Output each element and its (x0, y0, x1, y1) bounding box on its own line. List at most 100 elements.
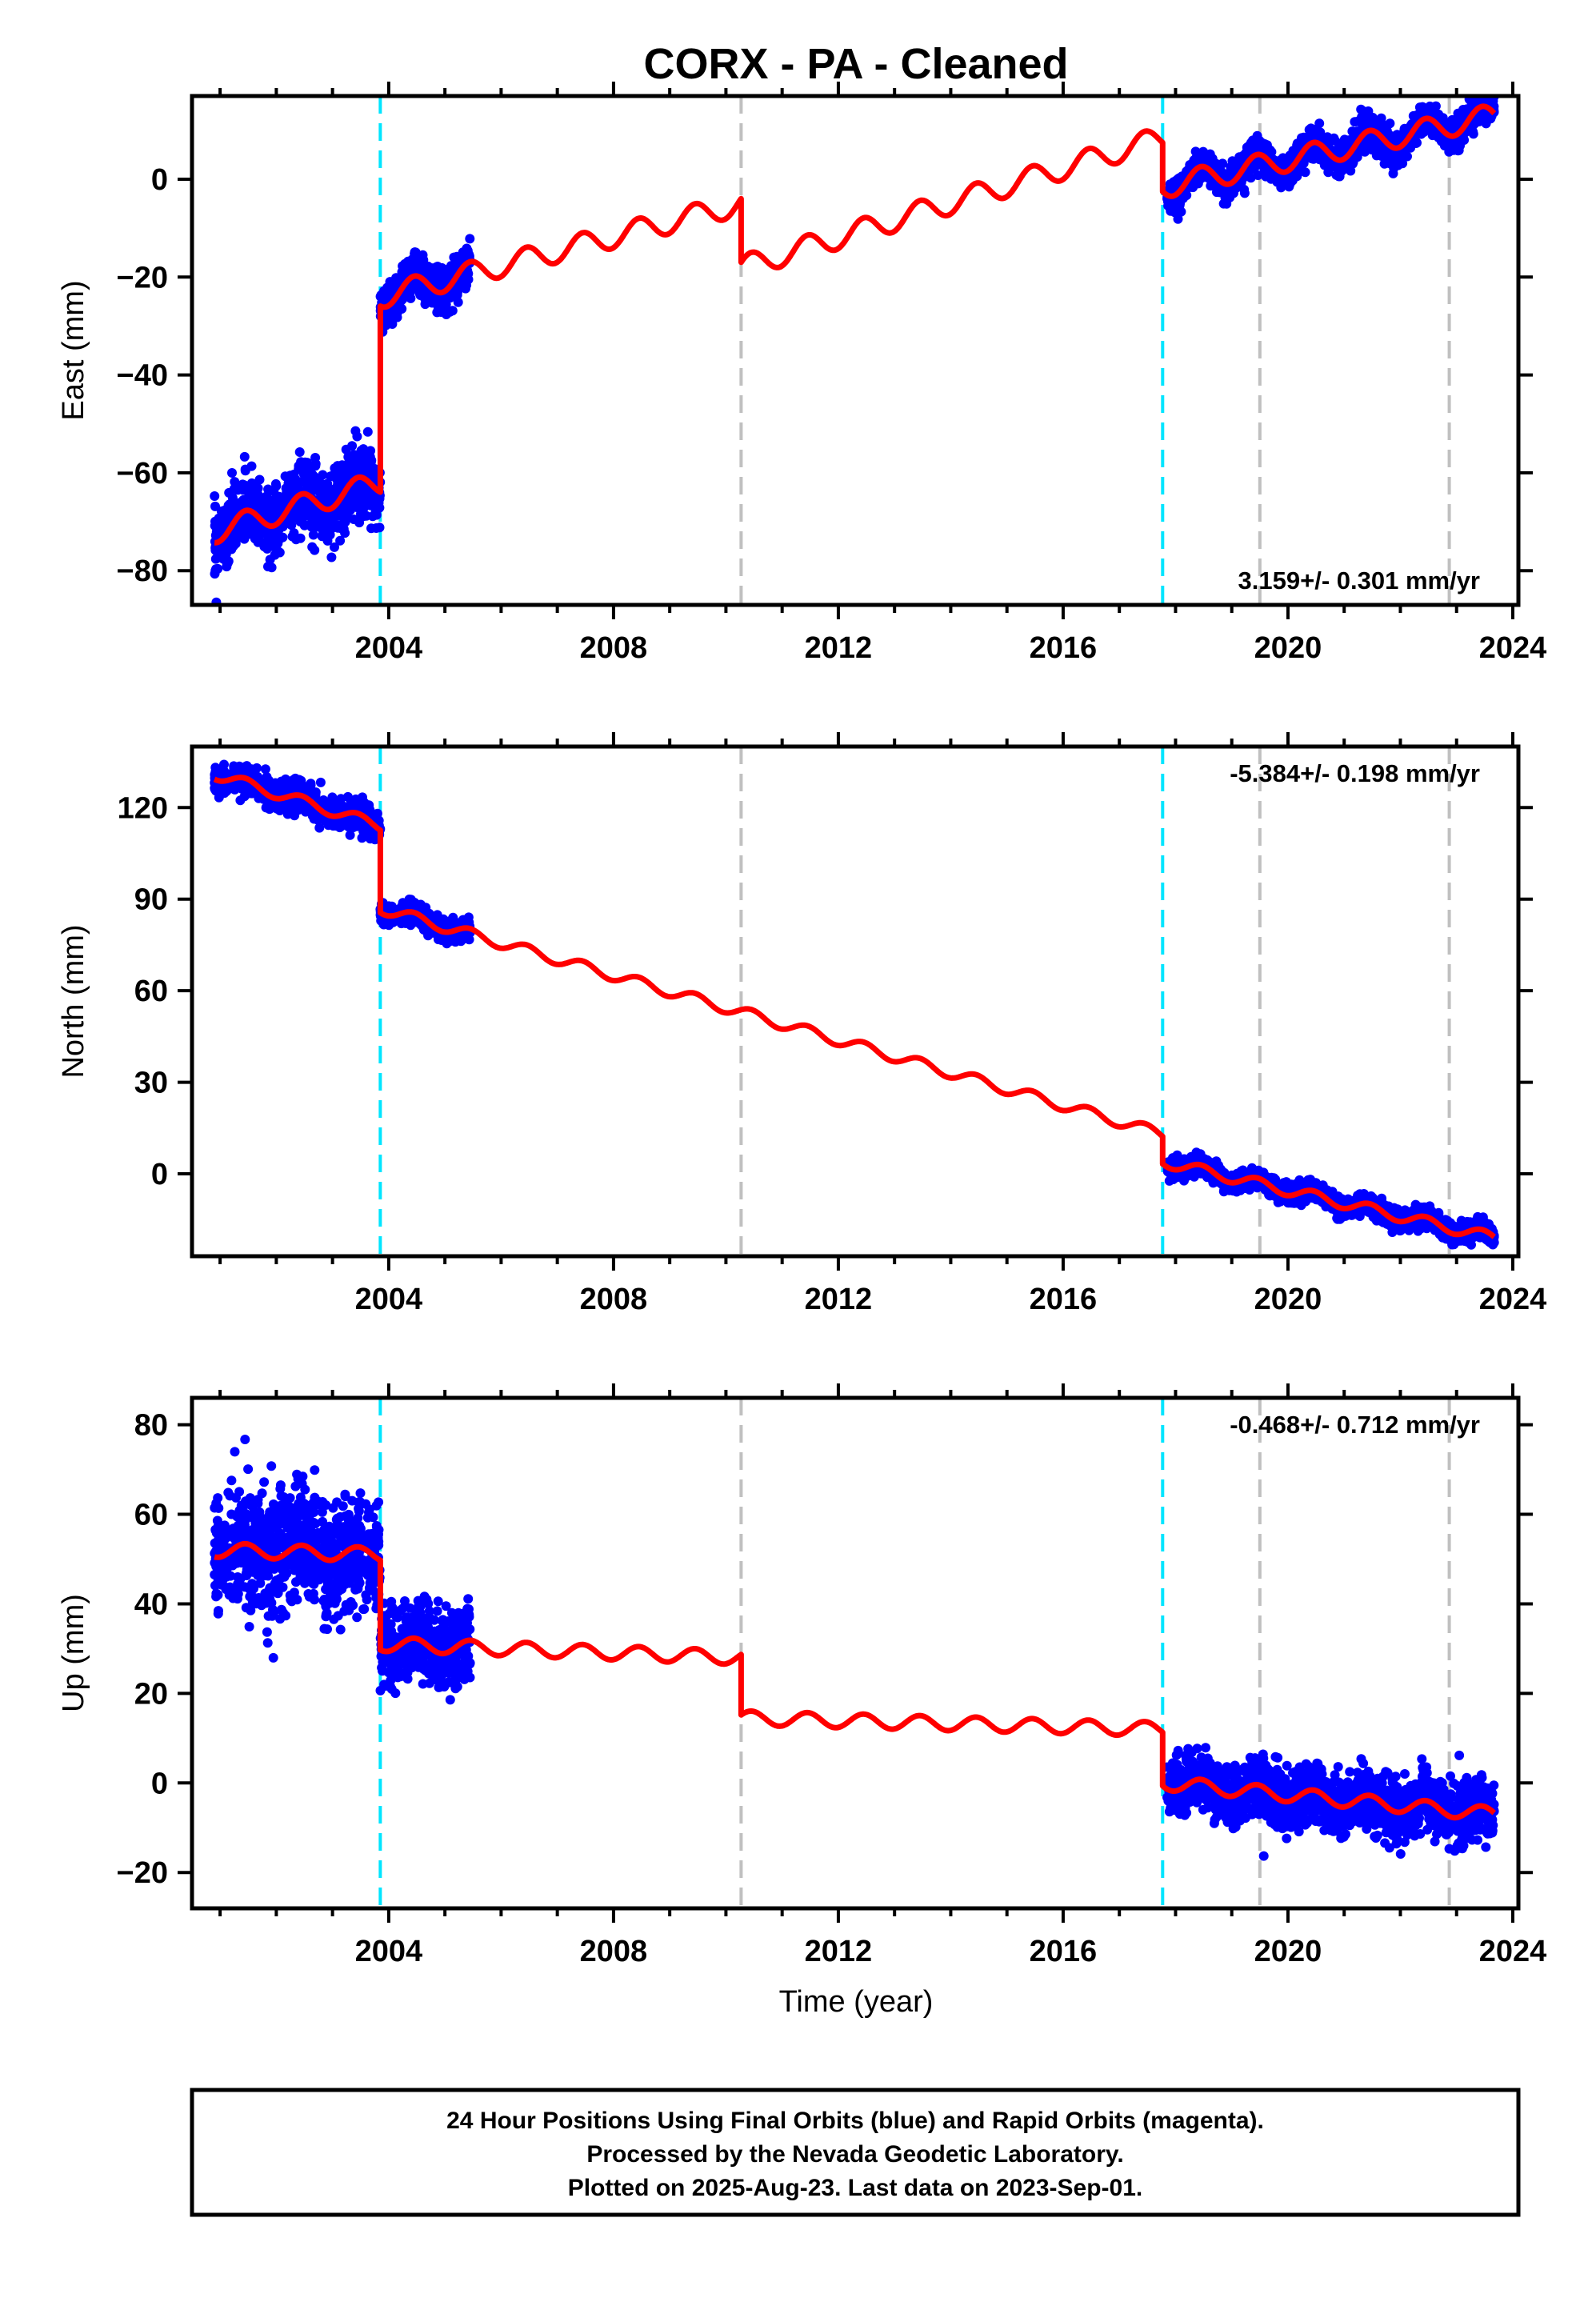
data-point (272, 534, 282, 545)
data-point (221, 550, 231, 559)
data-point (379, 286, 390, 296)
x-tick-label-east-2008: 2008 (580, 631, 648, 665)
data-point (250, 482, 261, 492)
data-point (374, 522, 385, 533)
data-point (358, 823, 368, 833)
data-point (1218, 158, 1228, 169)
data-point (434, 298, 445, 308)
y-tick-label-east-1: −20 (117, 261, 168, 294)
data-point (1412, 138, 1422, 148)
data-point (210, 530, 221, 541)
data-point (431, 270, 442, 281)
data-point (1357, 112, 1367, 122)
data-point (274, 547, 285, 558)
data-point (398, 261, 408, 271)
data-point (352, 431, 362, 442)
data-point (225, 499, 235, 510)
data-point (354, 456, 364, 466)
data-point (335, 535, 346, 546)
data-point (418, 250, 428, 260)
data-point (269, 486, 279, 496)
data-point (354, 518, 365, 528)
data-point (228, 783, 238, 793)
data-point (444, 265, 454, 275)
data-point (1347, 126, 1358, 137)
data-point (432, 307, 442, 318)
data-point (464, 251, 474, 262)
data-point (362, 426, 373, 437)
data-point (423, 931, 434, 941)
data-point (1347, 158, 1358, 169)
data-point (360, 484, 370, 494)
data-point (246, 787, 256, 797)
data-point (307, 542, 318, 552)
data-point (294, 478, 304, 488)
data-point (300, 501, 310, 511)
data-point (263, 494, 274, 505)
data-point (260, 764, 270, 775)
data-point (366, 523, 376, 534)
data-point (448, 912, 458, 923)
data-point (219, 514, 229, 525)
data-point (347, 441, 358, 451)
data-point (310, 453, 321, 462)
data-point (1239, 184, 1250, 194)
data-point (362, 510, 371, 521)
data-point (420, 299, 430, 310)
data-point (295, 517, 306, 526)
data-point (317, 531, 327, 542)
data-point (210, 491, 220, 501)
data-point (1314, 118, 1325, 129)
data-point (1170, 207, 1180, 218)
data-point (270, 504, 280, 514)
data-point (339, 514, 350, 524)
data-point (1388, 168, 1398, 178)
plot-area-east (210, 96, 1499, 605)
data-point (210, 554, 221, 564)
data-point (294, 447, 305, 457)
data-point (308, 530, 318, 540)
data-point (343, 452, 354, 462)
data-point (336, 794, 346, 804)
data-point (330, 542, 339, 552)
data-point (397, 295, 407, 305)
data-point (239, 451, 250, 462)
chart-title: CORX - PA - Cleaned (643, 40, 1068, 88)
data-point (315, 777, 326, 787)
data-point (318, 483, 328, 494)
y-tick-label-east-4: −80 (117, 554, 168, 588)
data-point (1382, 126, 1392, 136)
data-point (336, 523, 346, 534)
data-point (240, 464, 250, 474)
y-tick-label-east-0: 0 (151, 163, 168, 197)
data-point (342, 463, 353, 474)
data-point (283, 490, 294, 501)
data-point (396, 919, 406, 929)
data-point (281, 483, 291, 494)
data-point (235, 795, 246, 806)
data-point (1222, 198, 1232, 209)
data-point (213, 784, 223, 795)
data-point (286, 803, 296, 813)
rate-label-east: 3.159+/- 0.301 mm/yr (1238, 566, 1480, 595)
data-point (1342, 137, 1353, 147)
data-point (1276, 182, 1286, 193)
data-point (1330, 135, 1340, 146)
data-point (339, 476, 350, 486)
data-point (445, 306, 455, 317)
data-point (302, 478, 312, 488)
data-point (344, 494, 354, 505)
data-point (1323, 167, 1334, 178)
panel-east: 2004 2008 2012 2016 2020 20240−20−40−60−80Eas… (57, 82, 1546, 665)
data-point (1367, 145, 1378, 155)
data-point (427, 297, 438, 307)
data-point (254, 534, 264, 545)
data-point (314, 823, 325, 833)
data-point (332, 474, 342, 485)
data-point (366, 500, 376, 510)
data-point (427, 263, 437, 274)
data-point (239, 533, 250, 543)
y-tick-label-east-2: −40 (117, 359, 168, 393)
